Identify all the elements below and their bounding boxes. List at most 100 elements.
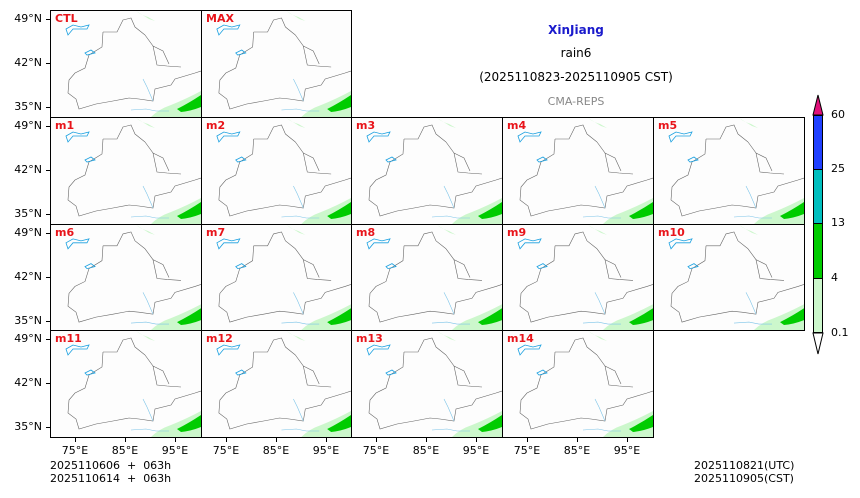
colorbar-seg-13 <box>813 223 823 279</box>
map-panel-max: MAX <box>201 10 352 118</box>
panel-label: m7 <box>206 226 226 239</box>
map-panel-m1: m1 <box>50 117 202 225</box>
y-tick-mark <box>46 214 50 215</box>
panel-label: m8 <box>356 226 376 239</box>
map-panel-m11: m11 <box>50 330 202 438</box>
x-tick-label: 95°E <box>462 444 490 457</box>
variable-title: rain6 <box>560 46 592 60</box>
map-icon <box>366 331 502 437</box>
x-tick-mark <box>226 438 227 442</box>
y-tick-mark <box>46 321 50 322</box>
x-tick-label: 95°E <box>312 444 340 457</box>
map-icon <box>216 11 351 117</box>
init-time-line2: 2025110614 + 063h <box>50 472 172 485</box>
y-tick-label: 42°N <box>14 376 42 389</box>
x-tick-label: 85°E <box>111 444 139 457</box>
x-tick-label: 75°E <box>362 444 390 457</box>
y-tick-mark <box>46 383 50 384</box>
panel-label: m4 <box>507 119 527 132</box>
y-tick-label: 35°N <box>14 420 42 433</box>
model-title: CMA-REPS <box>547 95 605 108</box>
x-tick-mark <box>276 438 277 442</box>
y-tick-mark <box>46 339 50 340</box>
map-panel-m9: m9 <box>502 224 654 331</box>
x-tick-mark <box>326 438 327 442</box>
x-tick-label: 75°E <box>513 444 541 457</box>
colorbar-seg-25 <box>813 169 823 224</box>
map-icon <box>517 118 653 224</box>
map-panel-m2: m2 <box>201 117 352 225</box>
y-tick-label: 49°N <box>14 226 42 239</box>
region-title: XinJiang <box>548 23 604 37</box>
map-icon <box>216 225 351 330</box>
x-tick-mark <box>577 438 578 442</box>
colorbar-over-arrow-icon <box>812 94 824 116</box>
y-tick-label: 42°N <box>14 270 42 283</box>
colorbar-label-25: 25 <box>831 162 845 175</box>
x-tick-label: 75°E <box>212 444 240 457</box>
x-tick-mark <box>527 438 528 442</box>
y-tick-mark <box>46 427 50 428</box>
map-panel-m10: m10 <box>653 224 805 331</box>
map-icon <box>517 225 653 330</box>
x-tick-label: 95°E <box>161 444 189 457</box>
y-tick-label: 49°N <box>14 332 42 345</box>
y-tick-mark <box>46 19 50 20</box>
y-tick-label: 35°N <box>14 100 42 113</box>
y-tick-label: 42°N <box>14 56 42 69</box>
map-icon <box>216 331 351 437</box>
x-tick-mark <box>376 438 377 442</box>
map-panel-m12: m12 <box>201 330 352 438</box>
colorbar-label-0.1: 0.1 <box>831 326 849 339</box>
x-tick-mark <box>125 438 126 442</box>
colorbar-seg-60 <box>813 115 823 170</box>
y-tick-mark <box>46 107 50 108</box>
map-panel-m7: m7 <box>201 224 352 331</box>
x-tick-label: 85°E <box>262 444 290 457</box>
x-tick-label: 85°E <box>563 444 591 457</box>
map-panel-m5: m5 <box>653 117 805 225</box>
x-tick-label: 85°E <box>412 444 440 457</box>
panel-label: m9 <box>507 226 527 239</box>
map-panel-m13: m13 <box>351 330 503 438</box>
panel-label: m11 <box>55 332 82 345</box>
x-tick-mark <box>476 438 477 442</box>
panel-label: m14 <box>507 332 534 345</box>
panel-label: CTL <box>55 12 78 25</box>
colorbar-seg-4 <box>813 278 823 333</box>
colorbar-under-arrow-icon <box>812 332 824 355</box>
x-tick-mark <box>426 438 427 442</box>
x-tick-label: 95°E <box>613 444 641 457</box>
x-tick-mark <box>627 438 628 442</box>
y-tick-label: 49°N <box>14 119 42 132</box>
panel-label: m2 <box>206 119 226 132</box>
panel-label: m13 <box>356 332 383 345</box>
y-tick-mark <box>46 170 50 171</box>
map-icon <box>366 225 502 330</box>
map-panel-m3: m3 <box>351 117 503 225</box>
period-title: (2025110823-2025110905 CST) <box>479 70 673 84</box>
map-panel-m8: m8 <box>351 224 503 331</box>
map-panel-m4: m4 <box>502 117 654 225</box>
colorbar-label-13: 13 <box>831 216 845 229</box>
panel-label: MAX <box>206 12 234 25</box>
map-icon <box>517 331 653 437</box>
colorbar-label-60: 60 <box>831 108 845 121</box>
init-time-line1: 2025110606 + 063h <box>50 459 172 472</box>
map-icon <box>65 225 201 330</box>
panel-label: m10 <box>658 226 685 239</box>
panel-label: m1 <box>55 119 75 132</box>
y-tick-label: 35°N <box>14 207 42 220</box>
y-tick-mark <box>46 63 50 64</box>
map-icon <box>668 225 804 330</box>
x-tick-label: 75°E <box>61 444 89 457</box>
panel-label: m3 <box>356 119 376 132</box>
map-icon <box>668 118 804 224</box>
y-tick-mark <box>46 277 50 278</box>
map-icon <box>65 331 201 437</box>
map-icon <box>65 11 201 117</box>
y-tick-mark <box>46 233 50 234</box>
panel-label: m5 <box>658 119 678 132</box>
map-panel-ctl: CTL <box>50 10 202 118</box>
y-tick-label: 42°N <box>14 163 42 176</box>
